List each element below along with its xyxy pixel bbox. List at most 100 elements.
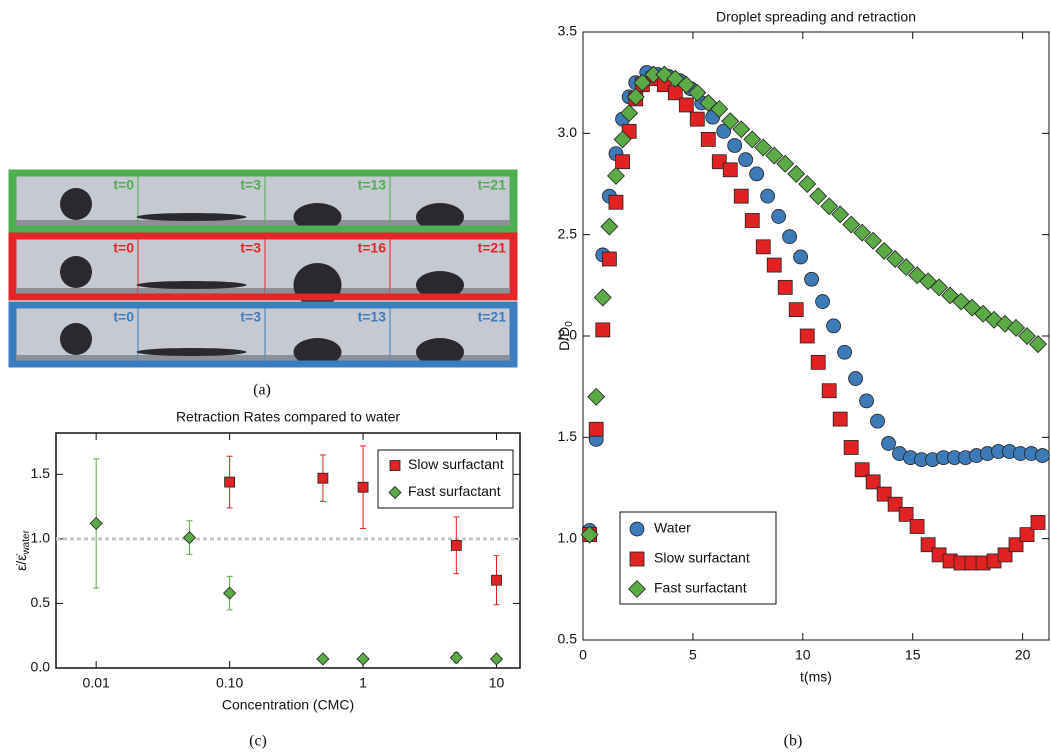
time-label: t=3 xyxy=(240,309,261,325)
x-tick-label: 15 xyxy=(905,647,921,663)
time-label: t=0 xyxy=(113,177,134,193)
data-point xyxy=(727,138,743,153)
data-point xyxy=(450,539,462,551)
droplet xyxy=(60,256,92,288)
data-point xyxy=(689,111,705,127)
x-tick-label: 0.01 xyxy=(83,675,110,691)
data-point xyxy=(996,314,1015,333)
data-point xyxy=(985,310,1004,329)
data-point xyxy=(449,651,463,665)
y-label-main: D/D xyxy=(556,327,572,351)
data-point xyxy=(837,344,852,360)
x-axis-label: t(ms) xyxy=(800,669,832,685)
data-point xyxy=(771,209,787,224)
data-point xyxy=(826,318,841,334)
data-point xyxy=(854,462,870,478)
legend-box xyxy=(619,511,777,605)
data-point xyxy=(615,154,630,170)
data-point xyxy=(848,371,863,386)
data-point xyxy=(588,421,604,437)
data-point xyxy=(776,154,795,173)
y-tick-label: 2.5 xyxy=(558,225,578,241)
caption: (a) xyxy=(253,382,271,399)
data-point xyxy=(700,132,716,147)
x-tick-label: 10 xyxy=(795,647,811,663)
legend-label: Fast surfactant xyxy=(408,483,501,499)
time-label: t=0 xyxy=(113,240,134,256)
plot-frame xyxy=(55,432,521,669)
data-point xyxy=(732,120,751,139)
data-point xyxy=(600,217,619,236)
legend-label: Fast surfactant xyxy=(654,580,747,596)
data-point xyxy=(608,194,624,210)
data-point xyxy=(754,138,773,157)
y-label-sub: water xyxy=(21,529,32,555)
data-point xyxy=(897,258,916,277)
time-label: t=0 xyxy=(113,309,134,325)
data-point xyxy=(356,652,370,666)
data-point xyxy=(963,298,982,317)
y-label-sub: 0 xyxy=(564,321,575,327)
data-point xyxy=(881,436,896,451)
data-point xyxy=(930,278,949,297)
y-tick-label: 0.5 xyxy=(31,594,51,610)
data-point xyxy=(595,322,611,338)
x-axis-label: Concentration (CMC) xyxy=(222,697,354,713)
caption: (c) xyxy=(249,733,267,750)
data-point xyxy=(1007,318,1025,337)
data-point xyxy=(580,525,599,544)
data-point xyxy=(620,104,639,123)
data-point xyxy=(1018,327,1036,345)
data-point xyxy=(1030,515,1046,530)
data-point xyxy=(733,188,749,204)
data-point xyxy=(613,130,632,149)
droplet xyxy=(136,348,247,356)
y-label-main: ε̇/ε̇ xyxy=(13,554,29,571)
data-point xyxy=(853,223,872,242)
y-tick-label: 1.0 xyxy=(31,530,51,546)
data-point xyxy=(832,411,848,427)
data-point xyxy=(489,652,504,666)
y-tick-label: 3.0 xyxy=(558,124,578,140)
data-point xyxy=(317,472,329,484)
y-tick-label: 0.5 xyxy=(558,631,578,647)
data-point xyxy=(1029,335,1047,354)
time-label: t=16 xyxy=(358,240,387,256)
data-point xyxy=(787,164,806,183)
data-point xyxy=(755,239,771,255)
data-point xyxy=(688,83,707,102)
data-point xyxy=(798,175,817,193)
data-point xyxy=(677,75,696,94)
data-point xyxy=(716,123,732,139)
data-point xyxy=(997,547,1013,563)
legend-label: Slow surfactant xyxy=(408,456,504,472)
data-point xyxy=(89,516,103,530)
legend-marker xyxy=(629,551,645,567)
droplet xyxy=(136,281,247,289)
chart-title: Retraction Rates compared to water xyxy=(176,409,400,425)
data-point xyxy=(738,152,754,168)
data-point xyxy=(316,652,330,666)
legend-label: Water xyxy=(654,520,691,536)
data-point xyxy=(793,249,809,265)
data-point xyxy=(810,354,826,370)
substrate xyxy=(138,355,265,361)
data-point xyxy=(743,130,762,149)
y-tick-label: 0.0 xyxy=(31,659,51,675)
strip-frame xyxy=(8,232,518,301)
droplet xyxy=(60,323,92,355)
time-label: t=21 xyxy=(478,309,507,325)
data-point xyxy=(919,272,938,291)
caption: (b) xyxy=(784,733,803,750)
data-point xyxy=(820,197,839,216)
data-point xyxy=(601,251,617,267)
data-point xyxy=(744,213,760,228)
data-point xyxy=(224,476,236,488)
legend-marker xyxy=(389,460,401,471)
data-point xyxy=(1035,448,1050,463)
substrate xyxy=(138,220,265,226)
data-point xyxy=(223,586,237,600)
data-point xyxy=(920,537,936,553)
